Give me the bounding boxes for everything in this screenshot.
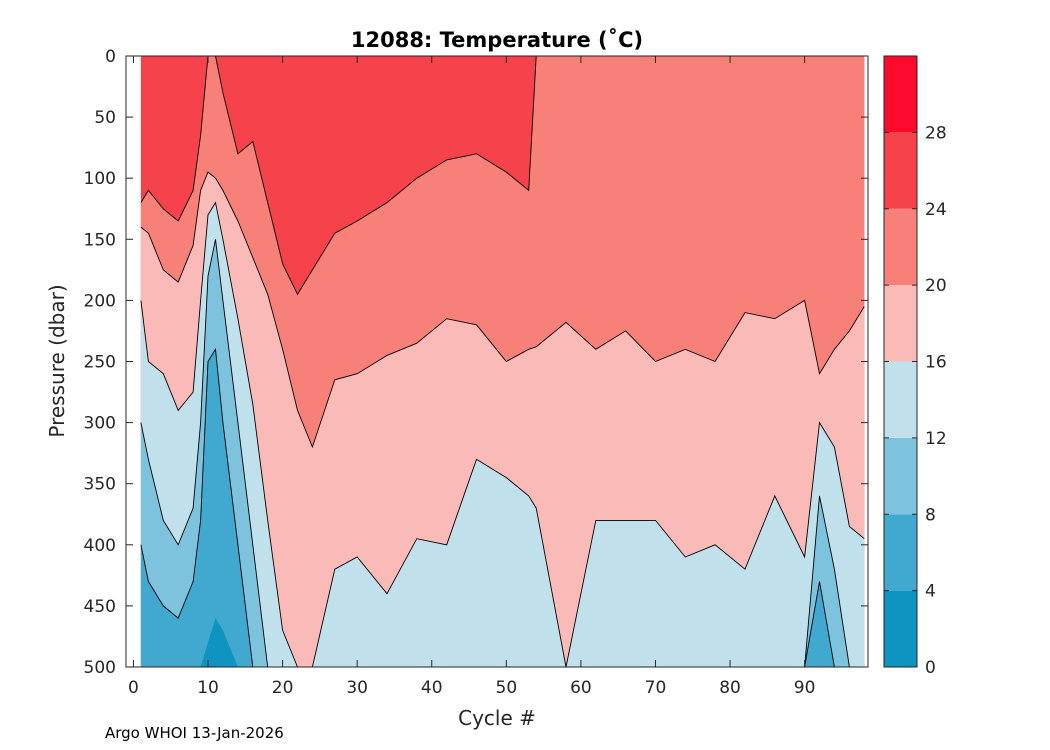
- colorbar-segment: [884, 590, 917, 667]
- colorbar-segment: [884, 208, 917, 286]
- colorbar-tick-label: 16: [925, 353, 947, 373]
- x-tick-label: 80: [719, 678, 741, 698]
- x-tick-label: 10: [197, 678, 219, 698]
- y-tick-label: 250: [84, 353, 116, 373]
- plot-area: [126, 56, 868, 667]
- colorbar: 0 4 8 12 16 20 24 28: [883, 55, 947, 678]
- x-axis-label: Cycle #: [458, 706, 536, 730]
- y-tick-label: 100: [84, 169, 116, 189]
- colorbar-segment: [884, 56, 917, 133]
- y-tick-label: 50: [94, 108, 116, 128]
- y-tick-label: 200: [84, 291, 116, 311]
- y-tick-label: 150: [84, 230, 116, 250]
- band-0-4: [140, 618, 865, 667]
- x-tick-label: 90: [794, 678, 816, 698]
- band-16-20: [140, 172, 865, 667]
- x-tick-label: 70: [645, 678, 667, 698]
- contour-line-8: [140, 347, 865, 667]
- colorbar-tick-label: 28: [925, 123, 947, 143]
- colorbar-segment: [884, 361, 917, 438]
- x-tick-label: 30: [346, 678, 368, 698]
- colorbar-segment: [884, 437, 917, 515]
- contour-line-16: [140, 201, 865, 667]
- y-tick-label: 500: [84, 658, 116, 678]
- contour-line-12: [140, 239, 865, 667]
- x-tick-label: 50: [496, 678, 518, 698]
- colorbar-tick-label: 0: [925, 658, 936, 678]
- colorbar-segment: [884, 514, 917, 591]
- contour-line-24: [140, 56, 865, 296]
- y-tick-label: 450: [84, 597, 116, 617]
- colorbar-segment: [884, 285, 917, 362]
- y-tick-label: 350: [84, 475, 116, 495]
- colorbar-tick-label: 20: [925, 276, 947, 296]
- y-tick-label: 400: [84, 536, 116, 556]
- y-tick-label: 300: [84, 414, 116, 434]
- x-tick-label: 60: [570, 678, 592, 698]
- footer-credit: Argo WHOI 13-Jan-2026: [105, 724, 284, 742]
- colorbar-tick-label: 12: [925, 429, 947, 449]
- y-tick-label: 0: [105, 47, 116, 67]
- x-tick-label: 20: [272, 678, 294, 698]
- colorbar-tick-label: 4: [925, 582, 936, 602]
- chart-title: 12088: Temperature (˚C): [351, 28, 643, 52]
- colorbar-segment: [884, 132, 917, 209]
- colorbar-tick-label: 8: [925, 505, 936, 525]
- y-axis-label: Pressure (dbar): [45, 284, 69, 437]
- x-tick-label: 40: [421, 678, 443, 698]
- x-tick-label: 0: [128, 678, 139, 698]
- colorbar-tick-label: 24: [925, 200, 947, 220]
- y-axis: 0 50 100 150 200 250 300 350 400 450 500: [84, 47, 868, 678]
- x-axis: 0 10 20 30 40 50 60 70 80 90: [128, 56, 815, 698]
- contour-line-20: [140, 171, 865, 449]
